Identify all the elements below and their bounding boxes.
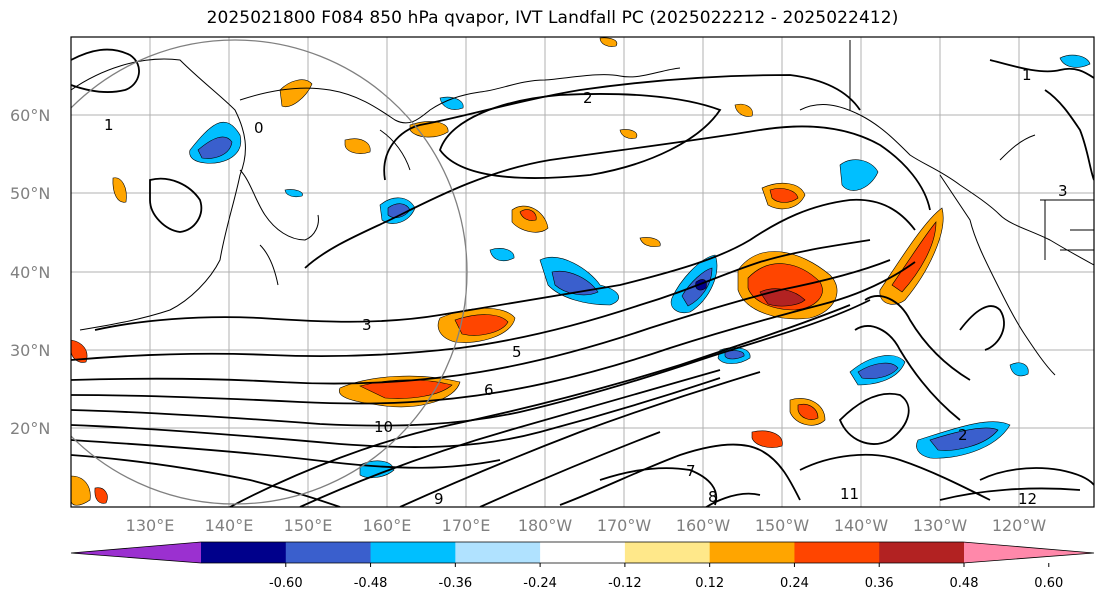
colorbar: -0.60 -0.48 -0.36 -0.24 -0.12 0.12 0.24 0.36 0.4… xyxy=(70,541,1095,591)
colorbar-tick-label: -0.24 xyxy=(523,576,557,591)
contour-label: 3 xyxy=(1058,182,1068,200)
lat-tick-label: 20°N xyxy=(10,419,50,438)
lat-tick-label: 30°N xyxy=(10,341,50,360)
lon-tick-label: 130°W xyxy=(913,516,968,535)
colorbar-tick-label: -0.36 xyxy=(439,576,473,591)
contour-label: 7 xyxy=(686,462,696,480)
contour-label: 1 xyxy=(1022,66,1032,84)
lon-tick-label: 180°W xyxy=(518,516,573,535)
colorbar-cell xyxy=(709,542,795,563)
colorbar-outline xyxy=(70,541,1095,564)
lat-tick-label: 50°N xyxy=(10,184,50,203)
lon-tick-label: 150°W xyxy=(755,516,810,535)
colorbar-cell xyxy=(370,542,456,563)
contour-label: 0 xyxy=(254,119,264,137)
lon-tick-label: 120°W xyxy=(992,516,1047,535)
colorbar-extend-min xyxy=(71,542,201,563)
contour-label: 6 xyxy=(484,381,494,399)
colorbar-tick-label: 0.60 xyxy=(1034,576,1063,591)
colorbar-cell xyxy=(285,542,372,563)
lon-tick-label: 170°E xyxy=(442,516,491,535)
colorbar-cell xyxy=(794,542,880,563)
contour-label: 11 xyxy=(840,485,859,503)
lon-tick-label: 150°E xyxy=(284,516,333,535)
lon-tick-labels: 130°E 140°E 150°E 160°E 170°E 180°W 170°… xyxy=(126,516,1047,535)
contour-label: 1 xyxy=(104,116,114,134)
lon-tick-label: 160°E xyxy=(363,516,412,535)
contour-label: 5 xyxy=(512,343,522,361)
contour-label: 12 xyxy=(1018,490,1037,508)
colorbar-cell xyxy=(540,542,626,563)
colorbar-tick-label: -0.12 xyxy=(608,576,642,591)
contour-label: 2 xyxy=(958,426,968,444)
lon-tick-label: 140°W xyxy=(834,516,889,535)
contour-label: 10 xyxy=(374,418,393,436)
ivt-contours xyxy=(71,48,1094,507)
colorbar-tick-label: -0.48 xyxy=(354,576,388,591)
colorbar-extend-max xyxy=(964,542,1094,563)
colorbar-cell xyxy=(201,542,287,563)
colorbar-cell xyxy=(879,542,965,563)
plot-frame xyxy=(70,36,1095,508)
contour-label: 9 xyxy=(434,490,444,508)
contour-label: 2 xyxy=(583,89,593,107)
contour-label: 8 xyxy=(708,488,718,506)
colorbar-tick-label: 0.12 xyxy=(695,576,724,591)
contour-labels: 0 1 2 3 5 6 7 8 9 10 11 12 3 2 1 xyxy=(104,66,1068,508)
lat-tick-label: 40°N xyxy=(10,263,50,282)
colorbar-cell xyxy=(624,542,711,563)
colorbar-tick-label: 0.36 xyxy=(865,576,894,591)
colorbar-tick-label: -0.60 xyxy=(269,576,303,591)
circle-marker xyxy=(71,39,468,505)
lat-tick-labels: 60°N 50°N 40°N 30°N 20°N xyxy=(10,106,50,438)
lon-tick-label: 130°E xyxy=(126,516,175,535)
colorbar-cell xyxy=(455,542,541,563)
colorbar-tick-label: 0.24 xyxy=(780,576,809,591)
contour-label: 3 xyxy=(362,316,372,334)
map-title: 2025021800 F084 850 hPa qvapor, IVT Land… xyxy=(206,8,899,28)
coastlines xyxy=(71,40,1094,376)
lon-tick-label: 140°E xyxy=(205,516,254,535)
lon-tick-label: 160°W xyxy=(676,516,731,535)
lon-tick-label: 170°W xyxy=(597,516,652,535)
colorbar-tick-label: 0.48 xyxy=(950,576,979,591)
lat-tick-label: 60°N xyxy=(10,106,50,125)
